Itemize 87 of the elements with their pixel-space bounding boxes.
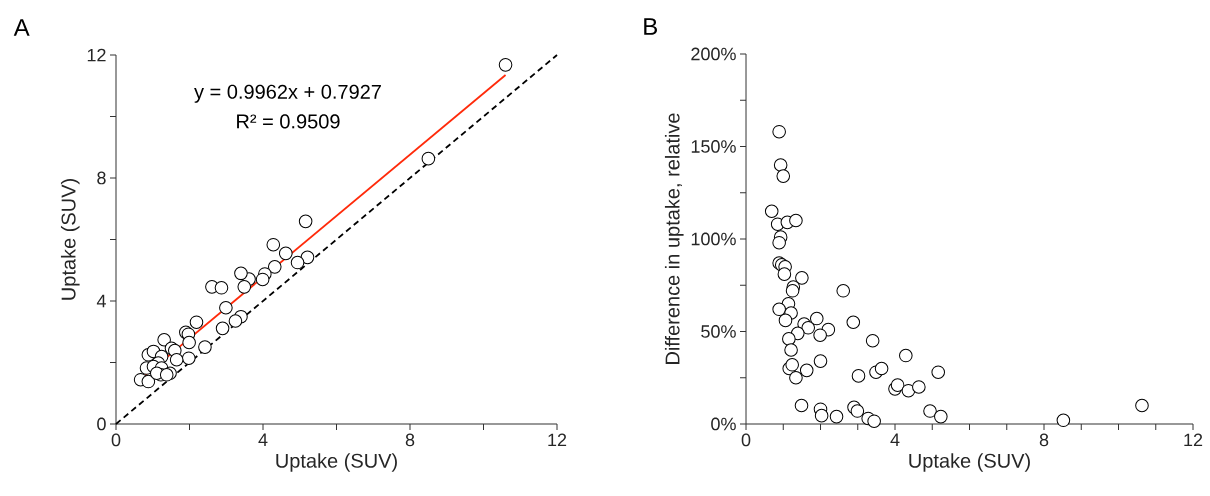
x-tick-label: 12 <box>1184 433 1203 447</box>
annotation: y = 0.9962x + 0.7927 <box>194 84 381 103</box>
x-tick-label: 4 <box>258 433 268 446</box>
point <box>157 332 171 347</box>
point <box>300 250 315 265</box>
point <box>777 267 792 281</box>
point <box>773 158 788 172</box>
point <box>934 409 948 424</box>
point <box>813 354 828 368</box>
point <box>182 335 196 350</box>
x-tick-label: 8 <box>405 433 415 447</box>
y-tick-label: 150% <box>691 140 736 153</box>
x-tick-label: 12 <box>548 433 567 447</box>
point <box>931 365 946 379</box>
point <box>219 300 233 315</box>
point <box>764 204 779 219</box>
y-tick-label: 4 <box>96 294 106 308</box>
x-tick-label: 8 <box>1039 433 1049 447</box>
point <box>234 266 248 281</box>
y-tick-label: 8 <box>97 171 106 185</box>
point <box>867 414 881 429</box>
point <box>782 332 796 346</box>
y-axis-title: Uptake (SUV) <box>60 179 80 300</box>
point <box>772 124 786 139</box>
point <box>290 255 305 270</box>
point <box>850 404 865 418</box>
x-axis-title: Uptake (SUV) <box>276 453 397 472</box>
point <box>851 369 866 383</box>
point <box>799 363 814 378</box>
point <box>1056 413 1071 428</box>
y-tick-label: 200% <box>691 47 736 61</box>
point <box>266 237 281 252</box>
point <box>899 348 913 363</box>
point <box>789 213 803 228</box>
y-tick-label: 50% <box>701 325 736 338</box>
point <box>189 315 204 330</box>
y-axis-title: Difference in uptake, relative <box>664 113 684 364</box>
point <box>421 151 436 166</box>
point <box>784 343 798 357</box>
point <box>846 315 861 330</box>
point <box>813 328 827 342</box>
point <box>785 284 800 298</box>
y-tick-label: 12 <box>87 48 106 62</box>
point <box>809 311 824 326</box>
point <box>141 374 156 389</box>
point <box>169 352 184 367</box>
y-tick-label: 0% <box>711 417 736 431</box>
point <box>778 313 793 328</box>
y-tick-label: 100% <box>691 232 736 246</box>
point <box>794 398 809 413</box>
point <box>874 361 889 376</box>
point <box>789 370 803 385</box>
point <box>255 272 270 287</box>
point <box>836 284 851 298</box>
chart-title: A <box>13 19 30 36</box>
point <box>298 214 313 229</box>
point <box>181 351 196 365</box>
point <box>795 271 809 285</box>
point <box>1135 398 1149 413</box>
point <box>772 302 786 317</box>
chart-title: B <box>644 18 657 35</box>
x-axis-title: Uptake (SUV) <box>909 453 1030 472</box>
point <box>214 280 229 295</box>
x-tick-label: 0 <box>111 433 121 447</box>
point <box>776 169 791 183</box>
x-tick-label: 4 <box>890 433 900 446</box>
point <box>801 321 816 335</box>
point <box>159 368 174 382</box>
point <box>785 358 799 372</box>
point <box>215 321 230 336</box>
point <box>228 314 243 328</box>
y-tick-label: 0 <box>97 417 106 431</box>
point <box>912 380 926 394</box>
point <box>890 378 905 392</box>
point <box>278 246 293 261</box>
point <box>901 383 916 398</box>
point <box>267 260 282 274</box>
point <box>814 408 829 423</box>
point <box>198 340 212 354</box>
point <box>498 58 513 72</box>
point <box>237 280 252 294</box>
point <box>829 409 844 424</box>
x-tick-label: 0 <box>741 433 751 447</box>
point <box>923 404 937 418</box>
annotation: R² = 0.9509 <box>237 114 340 129</box>
point <box>772 235 786 250</box>
point <box>865 333 880 348</box>
